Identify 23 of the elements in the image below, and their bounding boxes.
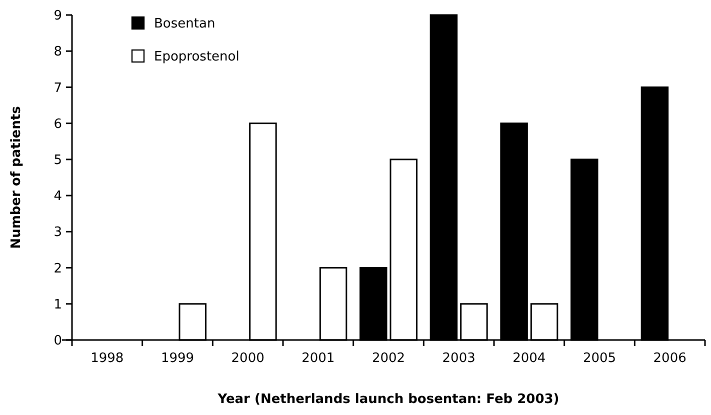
y-axis-title: Number of patients <box>9 106 24 249</box>
y-tick-label: 7 <box>54 80 62 96</box>
y-tick-label: 5 <box>54 152 62 168</box>
x-tick-label: 2006 <box>653 351 686 366</box>
x-axis-title: Year (Netherlands launch bosentan: Feb 2003) <box>216 392 560 407</box>
y-tick-label: 6 <box>54 116 62 132</box>
y-tick-label: 0 <box>54 334 62 349</box>
x-tick-label: 2000 <box>231 351 264 366</box>
x-tick-label: 2003 <box>442 351 476 366</box>
x-tick-label: 1999 <box>160 351 194 366</box>
x-tick-label: 2004 <box>512 351 546 366</box>
y-tick-label: 8 <box>54 44 62 60</box>
y-tick-label: 2 <box>54 261 62 276</box>
x-tick-label: 2001 <box>302 351 335 366</box>
y-tick-label: 1 <box>54 297 62 312</box>
y-tick-label: 9 <box>54 8 62 24</box>
legend-label: Epoprostenol <box>154 50 240 65</box>
y-tick-label: 3 <box>54 225 62 240</box>
legend-label: Bosentan <box>154 16 216 32</box>
x-tick-label: 2002 <box>372 351 406 366</box>
x-tick-label: 2005 <box>582 351 616 366</box>
x-tick-label: 1998 <box>90 351 124 366</box>
y-tick-label: 4 <box>54 189 62 204</box>
